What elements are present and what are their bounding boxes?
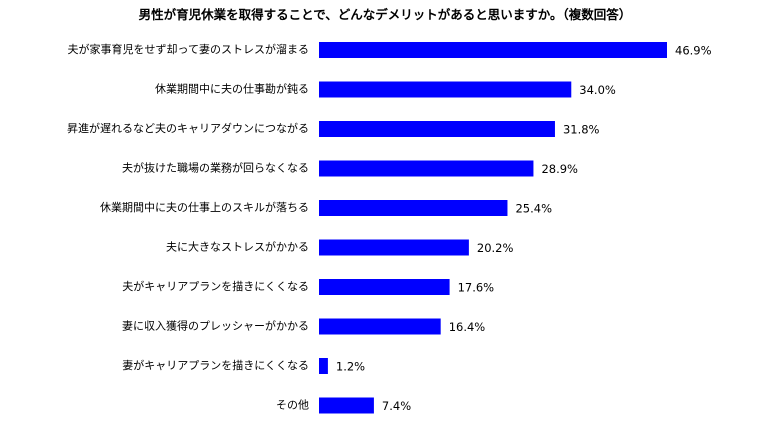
category-label: 休業期間中に夫の仕事勘が鈍る bbox=[155, 82, 309, 96]
bar bbox=[319, 81, 572, 98]
bar bbox=[319, 200, 508, 216]
value-label: 17.6% bbox=[458, 281, 495, 295]
category-label: 夫が抜けた職場の業務が回らなくなる bbox=[122, 161, 309, 175]
bar bbox=[319, 160, 534, 177]
category-label: 妻がキャリアプランを描きにくくなる bbox=[122, 358, 309, 372]
bar bbox=[319, 239, 469, 256]
category-label: 夫がキャリアプランを描きにくくなる bbox=[122, 279, 309, 293]
category-label: 昇進が遅れるなど夫のキャリアダウンにつながる bbox=[67, 121, 309, 135]
value-label: 20.2% bbox=[477, 241, 514, 255]
value-label: 46.9% bbox=[675, 44, 712, 58]
category-label: 妻に収入獲得のプレッシャーがかかる bbox=[122, 319, 309, 333]
value-label: 1.2% bbox=[336, 360, 365, 374]
value-label: 25.4% bbox=[515, 202, 552, 216]
value-label: 28.9% bbox=[541, 162, 578, 176]
bar bbox=[319, 358, 328, 374]
bar bbox=[319, 318, 441, 335]
category-label: 休業期間中に夫の仕事上のスキルが落ちる bbox=[100, 200, 309, 214]
value-label: 31.8% bbox=[563, 123, 600, 137]
category-label: 夫に大きなストレスがかかる bbox=[166, 240, 309, 254]
bar bbox=[319, 397, 374, 414]
bar bbox=[319, 42, 667, 58]
value-label: 7.4% bbox=[382, 399, 411, 413]
bar bbox=[319, 121, 555, 137]
chart-title: 男性が育児休業を取得することで、どんなデメリットがあると思いますか。（複数回答） bbox=[138, 7, 632, 22]
value-label: 16.4% bbox=[449, 320, 486, 334]
category-label: その他 bbox=[276, 399, 309, 412]
value-label: 34.0% bbox=[579, 83, 616, 97]
category-label: 夫が家事育児をせず却って妻のストレスが溜まる bbox=[68, 42, 309, 56]
bar bbox=[319, 279, 450, 295]
